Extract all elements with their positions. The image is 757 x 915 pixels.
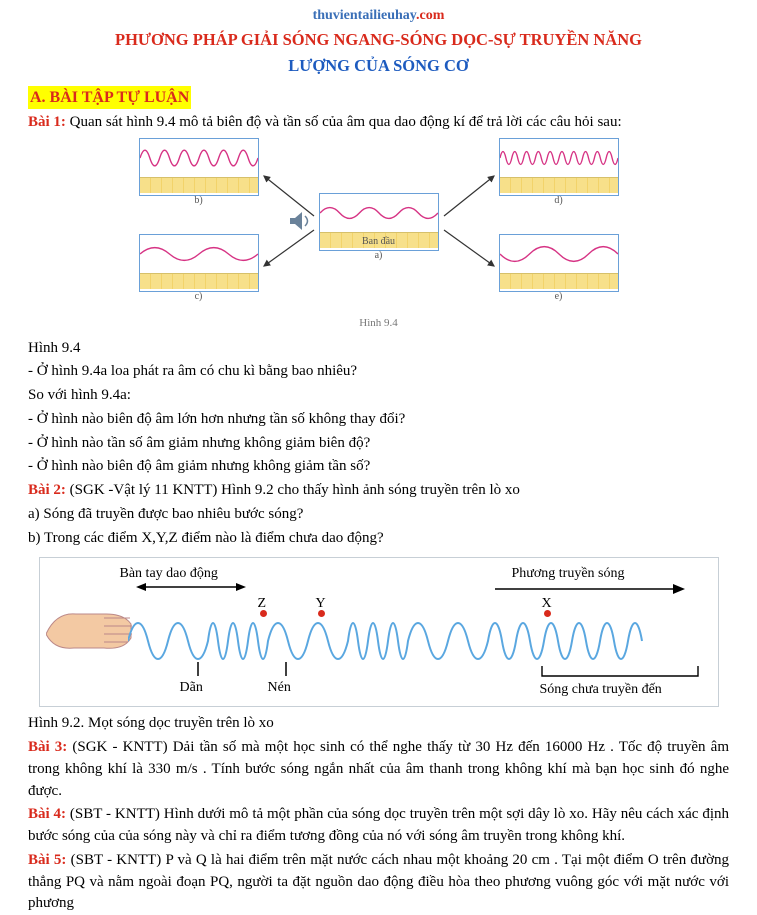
figure-9-2-wrap: Bàn tay dao động Phương truyền sóng Z Y … [28,557,729,707]
bai1-label: Bài 1: [28,114,66,130]
wave-a-icon [320,194,438,232]
hand-arrow-icon [136,580,246,594]
osc-c: c) [139,234,259,292]
osc-e-cap: e) [555,290,563,305]
bai2-row: Bài 2: (SGK -Vật lý 11 KNTT) Hình 9.2 ch… [28,480,729,502]
point-x-label: X [542,594,552,614]
q94-1: - Ở hình 9.4a loa phát ra âm có chu kì b… [28,361,729,383]
bai4-text: (SBT - KNTT) Hình dưới mô tả một phần củ… [28,806,729,844]
osc-b-cap: b) [194,194,202,209]
q94-5: - Ở hình nào biên độ âm giảm nhưng không… [28,456,729,478]
site-domain-b: .com [416,8,444,23]
title-line1: PHƯƠNG PHÁP GIẢI SÓNG NGANG-SÓNG DỌC-SỰ … [28,28,729,52]
direction-arrow-icon [495,582,685,596]
q94-3: - Ở hình nào biên độ âm lớn hơn nhưng tầ… [28,409,729,431]
wave-d-icon [500,139,618,177]
wave-e-icon [500,235,618,273]
fig94-caption: Hình 9.4 [119,316,639,332]
dan-label: Dãn [180,678,203,698]
bai5-label: Bài 5: [28,852,66,868]
title-line2: LƯỢNG CỦA SÓNG CƠ [28,54,729,78]
section-a-row: A. BÀI TẬP TỰ LUẬN [28,80,729,110]
speaker-icon [287,208,313,234]
bai2-text: (SGK -Vật lý 11 KNTT) Hình 9.2 cho thấy … [66,482,520,498]
osc-a: Ban đầu a) [319,193,439,251]
osc-d-cap: d) [554,194,562,209]
notyet-label: Sóng chưa truyền đến [540,680,662,700]
bai2-a: a) Sóng đã truyền được bao nhiêu bước só… [28,504,729,526]
bai3-label: Bài 3: [28,739,67,755]
nen-tick-icon [278,662,294,678]
osc-d: d) [499,138,619,196]
figure-9-2: Bàn tay dao động Phương truyền sóng Z Y … [39,557,719,707]
bai4-label: Bài 4: [28,806,66,822]
osc-c-cap: c) [195,290,203,305]
nen-label: Nén [268,678,291,698]
bai2-label: Bài 2: [28,482,66,498]
fig92-caption: Hình 9.2. Mọt sóng dọc truyền trên lò xo [28,713,729,735]
q94-2: So với hình 9.4a: [28,385,729,407]
site-link: thuvientailieuhay.com [28,6,729,26]
osc-a-cap: Ban đầu a) [362,235,395,264]
dan-tick-icon [190,662,206,678]
wave-c-icon [140,235,258,273]
site-domain-a: thuvientailieuhay [313,8,416,23]
bai1-text: Quan sát hình 9.4 mô tả biên độ và tần s… [66,114,622,130]
wave-b-icon [140,139,258,177]
bai3-text: (SGK - KNTT) Dải tần số mà một học sinh … [28,739,729,799]
bai5-text: (SBT - KNTT) P và Q là hai điểm trên mặt… [28,852,729,912]
bai4-row: Bài 4: (SBT - KNTT) Hình dưới mô tả một … [28,804,729,848]
section-a: A. BÀI TẬP TỰ LUẬN [28,86,191,109]
figure-9-4: b) c) Ban đầu a) d) e) Hình 9.4 [119,138,639,326]
bai2-b: b) Trong các điểm X,Y,Z điểm nào là điểm… [28,528,729,550]
point-y-label: Y [316,594,326,614]
hinh94-label: Hình 9.4 [28,338,729,360]
point-z-label: Z [258,594,267,614]
q94-4: - Ở hình nào tần số âm giảm nhưng không … [28,433,729,455]
hand-icon [46,594,136,664]
bai1-row: Bài 1: Quan sát hình 9.4 mô tả biên độ v… [28,112,729,134]
spring-icon [128,614,708,668]
bai5-row: Bài 5: (SBT - KNTT) P và Q là hai điểm t… [28,850,729,915]
osc-e: e) [499,234,619,292]
osc-b: b) [139,138,259,196]
bai3-row: Bài 3: (SGK - KNTT) Dải tần số mà một họ… [28,737,729,802]
